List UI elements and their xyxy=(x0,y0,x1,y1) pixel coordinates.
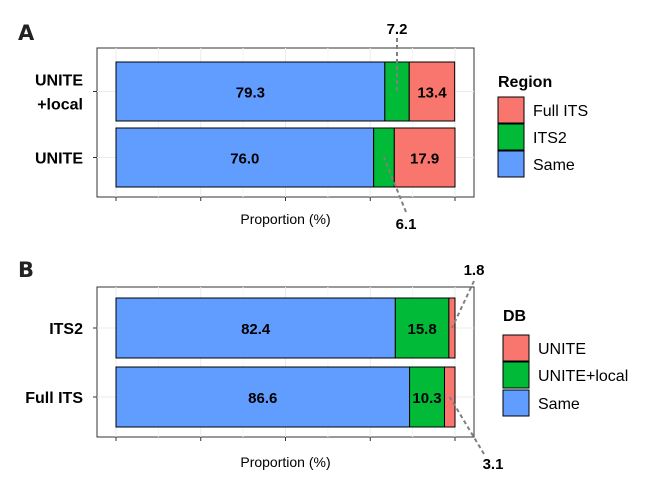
category-label: Full ITS xyxy=(25,390,83,407)
data-label: 76.0 xyxy=(230,151,259,168)
callout-label: 1.8 xyxy=(464,262,485,279)
panel-b: B 82.4 15.8 ITS2 86.6 10.3 Full ITS 1.8 3.1 Propo… xyxy=(18,258,628,473)
bar-unite-local xyxy=(409,366,445,428)
category-label: UNITE xyxy=(35,151,83,168)
legend-label: UNITE xyxy=(538,341,586,358)
legend-label: Same xyxy=(533,157,575,174)
data-label: 79.3 xyxy=(236,85,265,102)
category-label: ITS2 xyxy=(49,321,83,338)
bar-same xyxy=(115,61,386,122)
panel-letter: A xyxy=(18,21,35,45)
legend-key xyxy=(502,361,530,389)
bar-full-its xyxy=(393,127,456,188)
x-axis-label: Proportion (%) xyxy=(240,211,330,227)
legend-key xyxy=(497,123,525,151)
legend-label: UNITE+local xyxy=(538,368,628,385)
callout-label: 3.1 xyxy=(483,456,504,473)
legend-title: Region xyxy=(498,74,552,91)
legend-key xyxy=(497,150,525,178)
data-label: 17.9 xyxy=(410,151,439,168)
data-label: 13.4 xyxy=(417,85,447,102)
data-label: 10.3 xyxy=(412,390,441,407)
category-label: +local xyxy=(37,97,83,114)
callout-leader xyxy=(383,157,407,213)
legend-title: DB xyxy=(503,308,526,325)
legend-label: Same xyxy=(538,396,580,413)
bar-full-its xyxy=(408,61,456,122)
data-label: 15.8 xyxy=(408,321,437,338)
legend-key xyxy=(502,334,530,362)
bar-unite xyxy=(443,366,456,428)
bar-unite-local xyxy=(394,297,450,359)
data-label: 86.6 xyxy=(248,390,277,407)
legend-label: ITS2 xyxy=(533,130,567,147)
callout-leader xyxy=(451,280,475,329)
legend-key xyxy=(502,389,530,417)
bar-its2 xyxy=(384,61,410,122)
x-axis-label: Proportion (%) xyxy=(240,454,330,470)
legend-key xyxy=(497,96,525,124)
callout-label: 7.2 xyxy=(387,21,408,38)
bar-same xyxy=(115,297,396,359)
panel-letter: B xyxy=(18,258,34,282)
panel-a: A 79.3 13.4 UNITE +local 76.0 17.9 UNITE 7.2 6.1 P… xyxy=(18,21,588,233)
legend-label: Full ITS xyxy=(533,103,588,120)
callout-label: 6.1 xyxy=(396,216,417,233)
category-label: UNITE xyxy=(35,73,83,90)
data-label: 82.4 xyxy=(241,321,271,338)
